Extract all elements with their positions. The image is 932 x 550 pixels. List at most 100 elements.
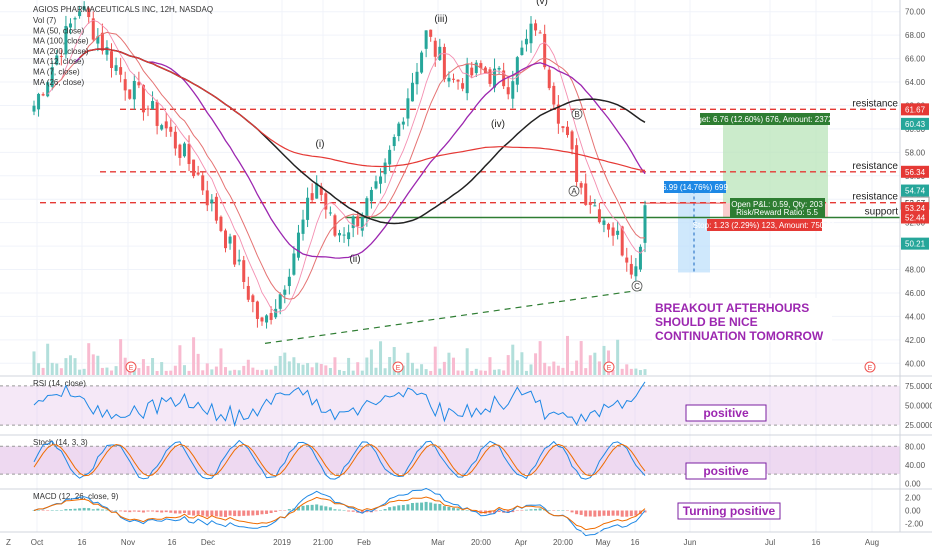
macd-histogram-bar bbox=[182, 510, 186, 513]
ma-line bbox=[47, 19, 646, 313]
candle-body bbox=[260, 317, 264, 322]
volume-bar bbox=[424, 369, 428, 375]
macd-histogram-bar bbox=[301, 505, 305, 511]
volume-bar bbox=[379, 341, 383, 375]
y-tick-label: 70.00 bbox=[905, 8, 926, 17]
macd-histogram-bar bbox=[552, 510, 556, 511]
volume-bar bbox=[374, 367, 378, 375]
candle-body bbox=[616, 230, 620, 235]
candle-body bbox=[543, 33, 547, 68]
candle-body bbox=[410, 82, 414, 102]
stoch-d-line bbox=[33, 443, 646, 477]
candle-body bbox=[265, 315, 269, 323]
candle-body bbox=[187, 143, 191, 164]
macd-histogram-bar bbox=[415, 502, 419, 511]
candle-body bbox=[584, 183, 588, 205]
candle-body bbox=[287, 276, 291, 287]
legend-item: Vol (7) bbox=[33, 16, 56, 25]
macd-histogram-bar bbox=[219, 510, 223, 517]
earnings-icon-label: E bbox=[607, 365, 612, 372]
earnings-icon bbox=[603, 361, 615, 373]
macd-histogram-bar bbox=[438, 503, 442, 511]
wave-label: (v) bbox=[536, 0, 548, 7]
candle-body bbox=[173, 131, 177, 149]
volume-bar bbox=[274, 365, 278, 375]
volume-bar bbox=[114, 366, 118, 375]
candle-body bbox=[597, 209, 601, 223]
macd-histogram-bar bbox=[315, 504, 319, 511]
macd-histogram-bar bbox=[41, 510, 45, 511]
volume-bar bbox=[388, 357, 392, 375]
volume-bar bbox=[543, 362, 547, 375]
volume-bar bbox=[50, 362, 54, 375]
ma-line bbox=[79, 48, 646, 171]
earnings-icon bbox=[392, 361, 404, 373]
macd-histogram-bar bbox=[629, 510, 633, 517]
breakout-annotation-line: BREAKOUT AFTERHOURS bbox=[655, 301, 809, 315]
y-tick-label: 40.00 bbox=[905, 359, 926, 368]
volume-bar bbox=[643, 369, 647, 375]
volume-bar bbox=[187, 370, 191, 375]
candle-body bbox=[146, 108, 150, 110]
macd-histogram-bar bbox=[228, 510, 232, 516]
candle-body bbox=[32, 105, 36, 112]
macd-histogram-bar bbox=[506, 510, 510, 513]
macd-histogram-bar bbox=[37, 510, 41, 511]
x-tick-label: 21:00 bbox=[313, 538, 334, 547]
candle-body bbox=[643, 205, 647, 243]
volume-bar bbox=[242, 365, 246, 375]
macd-histogram-bar bbox=[196, 510, 200, 515]
volume-bar bbox=[287, 361, 291, 375]
y-tick-label: 42.00 bbox=[905, 336, 926, 345]
macd-histogram-bar bbox=[493, 510, 497, 514]
panel-tick-label: -2.00 bbox=[905, 520, 924, 529]
volume-bar bbox=[283, 352, 287, 375]
macd-histogram-bar bbox=[351, 510, 355, 512]
candle-body bbox=[607, 223, 611, 230]
legend-item: MA (7, close) bbox=[33, 68, 80, 77]
volume-bar bbox=[110, 370, 114, 375]
panel-annotation: Turning positive bbox=[683, 504, 776, 518]
price-label: 50.21 bbox=[905, 240, 926, 249]
candle-body bbox=[50, 67, 54, 87]
candle-body bbox=[451, 78, 455, 80]
volume-bar bbox=[292, 357, 296, 375]
breakout-annotation-line: SHOULD BE NICE bbox=[655, 315, 758, 329]
volume-bar bbox=[155, 370, 159, 375]
indicator-panels: 75.0000 50.0000 25.0000 RSI (14, close) posi… bbox=[0, 375, 932, 537]
macd-histogram-bar bbox=[338, 509, 341, 511]
volume-bar bbox=[201, 370, 205, 375]
macd-histogram-bar bbox=[283, 510, 287, 511]
volume-bar bbox=[233, 369, 237, 375]
open-label: Open P&L: 0.59, Qty: 203 bbox=[731, 200, 823, 209]
candle-body bbox=[433, 40, 437, 57]
x-tick-label: May bbox=[595, 538, 610, 547]
x-tick-label: Oct bbox=[31, 538, 44, 547]
candle-body bbox=[169, 126, 173, 132]
macd-histogram-bar bbox=[59, 510, 63, 511]
chart-title: AGIOS PHARMACEUTICALS INC, 12H, NASDAQ bbox=[33, 5, 213, 14]
candle-body bbox=[164, 121, 168, 129]
macd-histogram-bar bbox=[625, 510, 629, 517]
macd-histogram-bar bbox=[383, 509, 387, 511]
candle-body bbox=[602, 220, 606, 225]
candle-body bbox=[351, 216, 355, 229]
volume-bar bbox=[219, 348, 223, 375]
candle-body bbox=[251, 295, 255, 303]
macd-histogram-bar bbox=[388, 507, 392, 511]
candle-body bbox=[625, 257, 629, 263]
macd-histogram-bar bbox=[365, 510, 369, 513]
candle-body bbox=[515, 57, 519, 85]
x-tick-label: Jul bbox=[765, 538, 775, 547]
volume-bar bbox=[228, 370, 232, 375]
volume-bar bbox=[100, 367, 104, 375]
candle-body bbox=[534, 23, 538, 31]
candle-body bbox=[319, 186, 323, 195]
volume-bar bbox=[456, 370, 460, 375]
candle-body bbox=[365, 198, 369, 218]
volume-bar bbox=[638, 370, 642, 375]
panel-annotation-bg bbox=[685, 404, 767, 422]
candle-body bbox=[324, 193, 328, 210]
legend-item: MA (50, close) bbox=[33, 26, 84, 35]
